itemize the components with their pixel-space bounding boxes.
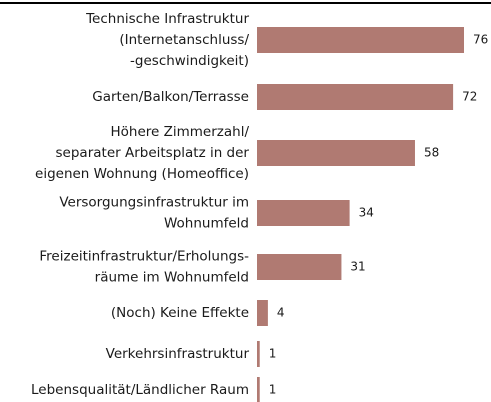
bar [257,84,454,110]
value-label: 72 [462,90,477,104]
bar [257,200,350,226]
category-label: -geschwindigkeit) [130,53,249,69]
bar [257,140,415,166]
category-label: Versorgungsinfrastruktur im [59,195,249,211]
category-label: Verkehrsinfrastruktur [106,346,250,362]
value-label: 58 [424,146,439,160]
value-label: 4 [277,306,285,320]
category-label: separater Arbeitsplatz in der [56,145,250,161]
category-label: Höhere Zimmerzahl/ [111,124,250,140]
value-label: 1 [269,383,277,397]
category-label: eigenen Wohnung (Homeoffice) [35,166,249,182]
value-label: 76 [473,33,488,47]
bar [257,300,268,326]
value-label: 34 [359,206,374,220]
category-label: Technische Infrastruktur [85,11,249,27]
category-label: Freizeitinfrastruktur/Erholungs- [39,249,249,265]
bar [257,27,464,53]
category-label: Lebensqualität/Ländlicher Raum [31,382,249,398]
category-label: (Noch) Keine Effekte [111,305,249,321]
bar [257,254,342,280]
category-label: Wohnumfeld [164,216,249,232]
bar [257,341,260,367]
bar [257,377,260,402]
category-label: (Internetanschluss/ [119,32,249,48]
category-label: Garten/Balkon/Terrasse [92,89,249,105]
value-label: 1 [269,347,277,361]
category-label: räume im Wohnumfeld [95,270,249,286]
value-label: 31 [350,260,365,274]
